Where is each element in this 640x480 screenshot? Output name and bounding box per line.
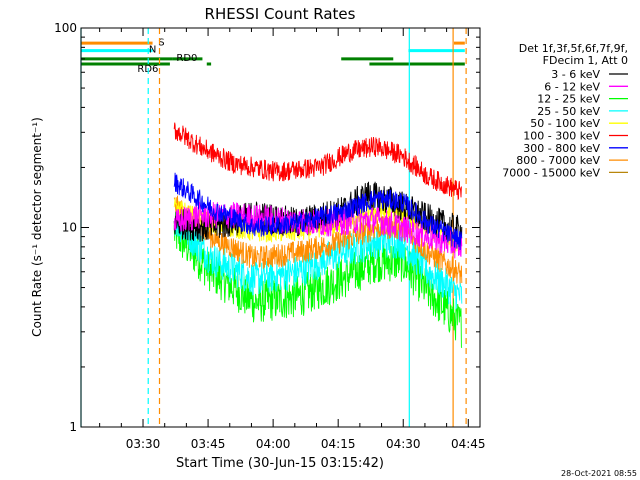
legend-label: 100 - 300 keV	[523, 130, 600, 143]
legend-label: 3 - 6 keV	[551, 68, 600, 81]
legend-label: 800 - 7000 keV	[516, 154, 600, 167]
flag-label-n: N	[149, 44, 156, 55]
flag-label-rd0: RD0	[176, 53, 197, 64]
series-line-100-300-kev	[173, 122, 462, 201]
x-tick-label: 03:30	[126, 437, 161, 451]
x-tick-label: 03:45	[191, 437, 226, 451]
flag-label-s: S	[158, 38, 164, 49]
legend: Det 1f,3f,5f,6f,7f,9f,FDecim 1, Att 03 -…	[502, 42, 628, 179]
y-tick-label: 10	[62, 221, 77, 235]
legend-label: 6 - 12 keV	[544, 80, 600, 93]
y-axis: 1 10 100	[54, 21, 480, 434]
x-axis-label: Start Time (30-Jun-15 03:15:42)	[176, 456, 384, 471]
x-tick-label: 04:45	[451, 437, 486, 451]
data-series	[173, 122, 463, 349]
flag-bars: SNRD0RD6	[81, 38, 465, 75]
generation-timestamp: 28-Oct-2021 08:55	[561, 469, 637, 478]
legend-header: Det 1f,3f,5f,6f,7f,9f,	[519, 42, 628, 55]
x-tick-label: 04:15	[321, 437, 356, 451]
x-tick-label: 04:30	[386, 437, 421, 451]
legend-label: 300 - 800 keV	[523, 142, 600, 155]
y-tick-label: 100	[54, 21, 77, 35]
y-tick-label: 1	[69, 420, 77, 434]
series-line-300-800-kev	[173, 172, 463, 251]
legend-label: 25 - 50 keV	[537, 105, 600, 118]
y-axis-label: Count Rate (s⁻¹ detector segment⁻¹)	[30, 117, 44, 337]
legend-label: 12 - 25 keV	[537, 93, 600, 106]
legend-header: FDecim 1, Att 0	[543, 54, 628, 67]
chart-title: RHESSI Count Rates	[205, 5, 356, 23]
x-tick-label: 04:00	[256, 437, 291, 451]
legend-label: 7000 - 15000 keV	[502, 166, 600, 179]
x-axis: 03:30 03:45 04:00 04:15 04:30 04:45	[99, 28, 486, 451]
legend-label: 50 - 100 keV	[530, 117, 600, 130]
